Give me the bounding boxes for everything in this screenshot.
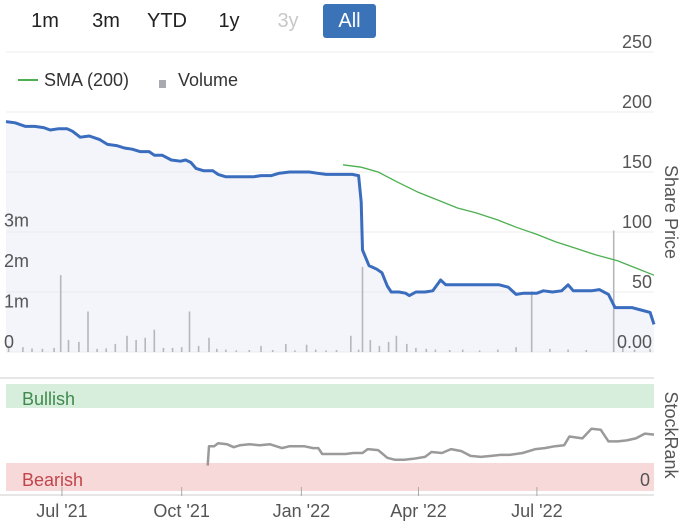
volume-bar (67, 339, 70, 352)
volume-bar (357, 349, 360, 352)
volume-bar (406, 343, 408, 352)
range-3y-button: 3y (277, 10, 299, 32)
volume-bar (188, 311, 191, 352)
x-tick-label: Jan '22 (273, 501, 330, 521)
price-tick-label: 100 (622, 212, 652, 232)
volume-bar (585, 350, 588, 352)
volume-bar (434, 349, 437, 352)
legend-label-volume: Volume (178, 70, 238, 90)
stockrank-zero-label: 0 (640, 470, 650, 490)
volume-tick-label: 3m (4, 211, 29, 231)
price-area-fill (6, 121, 654, 352)
volume-bar (350, 335, 352, 352)
volume-bar (271, 350, 274, 352)
volume-bar (153, 329, 156, 352)
volume-bar (567, 349, 569, 352)
volume-tick-label: 0 (4, 332, 14, 352)
volume-bar (612, 230, 615, 352)
bullish-label: Bullish (22, 389, 75, 409)
volume-bar (126, 335, 128, 352)
volume-bar (180, 347, 183, 352)
volume-bar (260, 345, 262, 352)
volume-bar (649, 348, 651, 352)
x-tick-label: Apr '22 (390, 501, 446, 521)
volume-bar (478, 350, 481, 352)
volume-bar (22, 347, 24, 352)
volume-bar (53, 347, 55, 352)
volume-bar (415, 347, 417, 352)
volume-legend-swatch (159, 80, 166, 88)
volume-bar (114, 343, 117, 352)
price-tick-label: 0.00 (617, 332, 652, 352)
volume-bar (96, 348, 98, 352)
range-all-button[interactable]: All (323, 4, 376, 38)
volume-bar (216, 348, 218, 352)
volume-bar (335, 350, 338, 352)
bearish-label: Bearish (22, 470, 83, 490)
price-tick-label: 150 (622, 152, 652, 172)
volume-bar (305, 344, 308, 352)
volume-bar (425, 348, 428, 352)
x-tick-label: Jul '21 (36, 501, 87, 521)
stockrank-line (206, 427, 655, 466)
price-tick-label: 250 (622, 32, 652, 52)
volume-bar (549, 348, 551, 352)
x-tick-label: Oct '21 (153, 501, 209, 521)
volume-bar (248, 350, 251, 352)
volume-bar (515, 347, 517, 352)
volume-bar (78, 341, 80, 352)
volume-bar (87, 311, 89, 352)
legend-label-sma: SMA (200) (44, 70, 129, 90)
volume-tick-label: 2m (4, 251, 29, 271)
volume-bar (197, 345, 200, 352)
range-selector: 1m 3m YTD 1y 3y All (0, 0, 694, 42)
volume-bar (361, 266, 364, 352)
volume-bar (235, 350, 238, 352)
volume-tick-label: 1m (4, 292, 29, 312)
volume-bar (208, 337, 210, 352)
volume-bar (59, 275, 62, 352)
bearish-band (6, 463, 654, 491)
volume-bar (378, 345, 381, 352)
volume-bar (622, 345, 624, 352)
volume-bar (162, 347, 165, 352)
volume-bar (7, 345, 10, 352)
volume-bar (461, 349, 464, 352)
price-axis-title: Share Price (661, 165, 681, 259)
share-price-line (5, 120, 656, 325)
volume-bar (387, 341, 390, 352)
range-ytd-button[interactable]: YTD (147, 10, 187, 32)
volume-bar (395, 335, 398, 352)
volume-bar (325, 350, 327, 352)
range-1m-button[interactable]: 1m (31, 10, 59, 32)
price-tick-label: 50 (632, 272, 652, 292)
x-tick-label: Jul '22 (511, 501, 562, 521)
volume-bar (105, 348, 107, 352)
volume-bar (530, 291, 533, 353)
volume-bar (448, 350, 451, 352)
sma-200-line (342, 164, 655, 276)
range-1y-button[interactable]: 1y (218, 10, 240, 32)
stockrank-axis-title: StockRank (661, 391, 681, 479)
volume-bar (135, 339, 137, 352)
bullish-band (6, 384, 654, 408)
volume-bar (294, 350, 296, 352)
price-tick-label: 200 (622, 92, 652, 112)
volume-bar (171, 347, 174, 352)
volume-bar (633, 349, 636, 352)
volume-bar (144, 337, 146, 352)
volume-bar (497, 349, 499, 352)
volume-bar (41, 348, 44, 352)
volume-bar (31, 348, 33, 352)
range-3m-button[interactable]: 3m (92, 10, 120, 32)
volume-bar (314, 349, 317, 352)
volume-bar (369, 339, 372, 352)
volume-bar (225, 349, 227, 352)
volume-bar (285, 343, 287, 352)
